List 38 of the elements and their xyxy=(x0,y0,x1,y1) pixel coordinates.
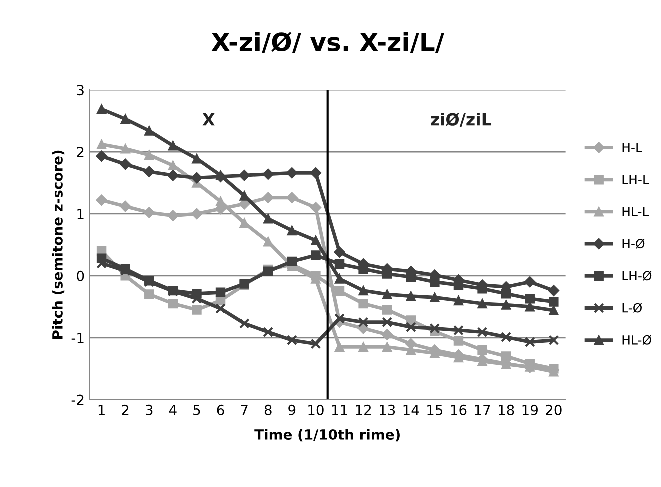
legend-label: HL-Ø xyxy=(622,335,652,346)
x-tick-label: 19 xyxy=(522,404,538,416)
x-tick-label: 14 xyxy=(404,405,420,416)
x-tick-label: 13 xyxy=(380,404,396,416)
x-tick-label: 10 xyxy=(308,404,324,416)
x-tick-label: 7 xyxy=(241,405,248,416)
y-tick-label: -2 xyxy=(72,394,84,406)
x-tick-label: 17 xyxy=(475,405,490,416)
x-tick-label: 20 xyxy=(546,404,562,416)
annotation: ziØ/ziL xyxy=(431,112,492,128)
legend-label: LH-L xyxy=(622,175,650,184)
y-tick-label: 3 xyxy=(77,85,84,96)
legend-label: H-L xyxy=(622,143,642,152)
x-tick-label: 18 xyxy=(499,404,514,416)
x-tick-label: 9 xyxy=(288,404,296,416)
y-axis-title: Pitch (semitone z-score) xyxy=(52,150,65,339)
y-tick-label: 0 xyxy=(77,270,84,282)
x-tick-label: 6 xyxy=(217,404,224,416)
legend-label: L-Ø xyxy=(622,303,642,314)
x-tick-label: 3 xyxy=(146,404,153,416)
legend-label: HL-L xyxy=(622,207,650,216)
x-tick-label: 12 xyxy=(356,404,371,416)
x-tick-label: 15 xyxy=(428,405,443,416)
x-tick-label: 5 xyxy=(194,405,200,416)
x-tick-label: 4 xyxy=(169,405,177,416)
annotation: X xyxy=(202,114,215,126)
x-tick-label: 1 xyxy=(98,405,105,416)
y-tick-label: 2 xyxy=(77,147,84,158)
y-tick-label: 1 xyxy=(78,209,84,220)
legend-label: LH-Ø xyxy=(622,270,652,281)
chart-title: X-zi/Ø/ vs. X-zi/L/ xyxy=(212,32,444,54)
x-tick-label: 11 xyxy=(332,405,348,416)
x-tick-label: 2 xyxy=(122,404,129,416)
x-axis-title: Time (1/10th rime) xyxy=(254,429,400,442)
x-tick-label: 8 xyxy=(264,404,272,416)
legend-label: H-Ø xyxy=(622,238,645,249)
x-tick-label: 16 xyxy=(451,404,467,416)
y-tick-label: -1 xyxy=(72,333,84,344)
